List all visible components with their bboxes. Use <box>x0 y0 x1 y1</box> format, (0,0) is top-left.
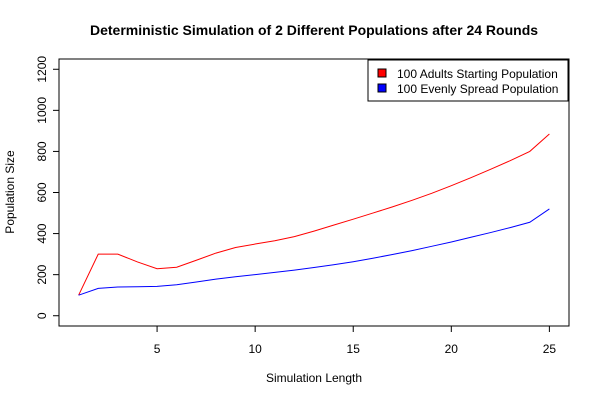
y-tick-label: 400 <box>35 223 49 243</box>
series-layer <box>78 133 550 296</box>
y-axis: 0 200 400 600 800 1000 1200 <box>35 56 60 319</box>
legend-swatch-adults <box>377 68 387 78</box>
chart-title: Deterministic Simulation of 2 Different … <box>90 22 538 38</box>
x-axis: 5 10 15 20 25 <box>154 325 557 356</box>
series-line-1 <box>78 133 550 296</box>
legend-swatch-even <box>377 83 387 93</box>
x-tick-label: 25 <box>543 342 557 356</box>
legend: 100 Adults Starting Population 100 Evenl… <box>367 59 569 102</box>
x-tick-label: 10 <box>248 342 262 356</box>
y-tick-label: 200 <box>35 264 49 284</box>
series-line-2 <box>78 208 550 296</box>
x-axis-label: Simulation Length <box>266 371 362 385</box>
y-tick-label: 0 <box>35 312 49 319</box>
x-tick-label: 20 <box>445 342 459 356</box>
y-tick-label: 1200 <box>35 56 49 83</box>
y-axis-label: Population Size <box>3 150 17 234</box>
x-tick-label: 15 <box>347 342 361 356</box>
legend-label-adults: 100 Adults Starting Population <box>397 67 558 81</box>
x-tick-label: 5 <box>154 342 161 356</box>
y-tick-label: 600 <box>35 182 49 202</box>
y-tick-label: 1000 <box>35 97 49 124</box>
y-tick-label: 800 <box>35 141 49 161</box>
legend-box <box>367 59 569 102</box>
legend-label-even: 100 Evenly Spread Population <box>397 82 558 96</box>
